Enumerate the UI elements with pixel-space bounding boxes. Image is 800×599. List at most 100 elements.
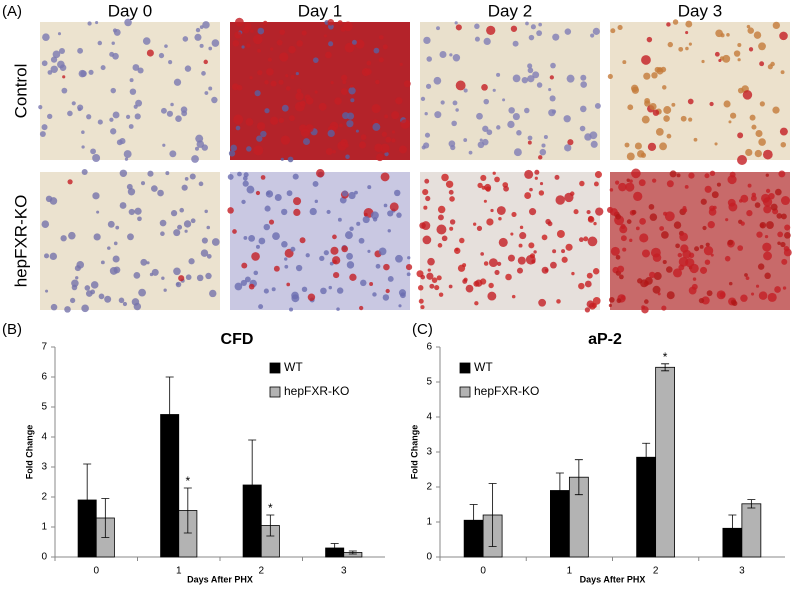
cell: [431, 277, 438, 283]
cell: [318, 102, 327, 111]
cell: [473, 222, 477, 226]
cell: [41, 220, 50, 228]
cell: [289, 307, 294, 312]
cell: [448, 189, 454, 195]
cell: [782, 286, 787, 290]
cell: [751, 124, 757, 130]
cell: [433, 76, 442, 85]
cell: [714, 142, 718, 146]
cell: [112, 111, 120, 119]
cell: [86, 290, 93, 297]
cell: [723, 100, 731, 108]
y-tick-label: 4: [41, 432, 47, 443]
cell: [620, 295, 626, 301]
cell: [475, 279, 483, 287]
cell: [420, 96, 426, 102]
cell: [481, 185, 486, 190]
cell: [280, 135, 291, 145]
cell: [264, 108, 270, 114]
cell: [666, 22, 671, 27]
cell: [662, 85, 667, 90]
cell: [425, 83, 432, 89]
cell: [783, 245, 790, 252]
cell: [253, 145, 264, 156]
cell: [81, 130, 85, 134]
cell: [680, 115, 687, 122]
cell: [487, 291, 497, 301]
cell: [109, 51, 115, 57]
cell: [337, 141, 347, 151]
cell: [160, 231, 165, 237]
cell: [427, 257, 435, 266]
cell: [262, 20, 268, 26]
bar: [655, 366, 676, 558]
cell: [503, 185, 509, 192]
cell: [312, 180, 319, 187]
cell: [579, 125, 586, 132]
cell: [407, 256, 411, 260]
chart-title: aP-2: [588, 331, 622, 348]
cell: [676, 173, 681, 178]
cell: [510, 25, 518, 32]
cell: [165, 171, 170, 176]
cell: [342, 112, 350, 120]
cell: [740, 194, 749, 203]
cell: [164, 44, 168, 48]
cell: [234, 282, 243, 291]
cell: [481, 83, 488, 91]
cell: [253, 34, 263, 45]
cell: [685, 46, 689, 51]
cell: [242, 180, 249, 187]
cell: [288, 45, 296, 54]
cell: [719, 291, 726, 298]
cell: [486, 25, 496, 36]
cell: [325, 147, 333, 155]
cell: [631, 84, 639, 92]
cell: [61, 87, 68, 94]
error-bar: [248, 439, 257, 531]
cell: [780, 196, 790, 206]
cell: [349, 273, 357, 281]
y-tick-label: 1: [41, 522, 47, 533]
cell: [663, 211, 668, 216]
cell: [445, 180, 454, 188]
cell: [716, 182, 721, 187]
x-tick-label: 0: [480, 566, 486, 577]
cell: [618, 182, 627, 192]
micrograph: [416, 169, 604, 313]
cell: [364, 68, 372, 76]
cell: [236, 84, 243, 91]
cell: [383, 203, 388, 208]
cell: [627, 104, 634, 111]
cell: [564, 144, 572, 152]
cell: [90, 281, 99, 289]
cell: [112, 28, 118, 33]
cell: [124, 157, 129, 161]
cell: [730, 112, 737, 119]
cell: [649, 102, 657, 111]
cell: [87, 21, 92, 26]
cell: [206, 253, 212, 259]
cell: [191, 155, 199, 163]
column-label: Day 2: [488, 1, 532, 20]
cell: [450, 144, 456, 151]
cell: [549, 95, 556, 102]
cell: [295, 72, 299, 76]
cell: [295, 264, 303, 272]
cell: [755, 284, 760, 288]
cell: [244, 22, 252, 30]
cell: [346, 252, 353, 260]
cell: [372, 292, 377, 297]
cell: [160, 107, 167, 114]
cell: [529, 187, 533, 192]
cell: [556, 299, 561, 304]
cell: [185, 274, 192, 281]
cell: [502, 98, 506, 102]
cell: [301, 30, 307, 36]
cell: [538, 298, 547, 307]
cell: [420, 274, 426, 280]
cell: [529, 253, 536, 259]
cell: [527, 140, 532, 145]
cell: [184, 229, 188, 233]
cell: [45, 289, 49, 293]
